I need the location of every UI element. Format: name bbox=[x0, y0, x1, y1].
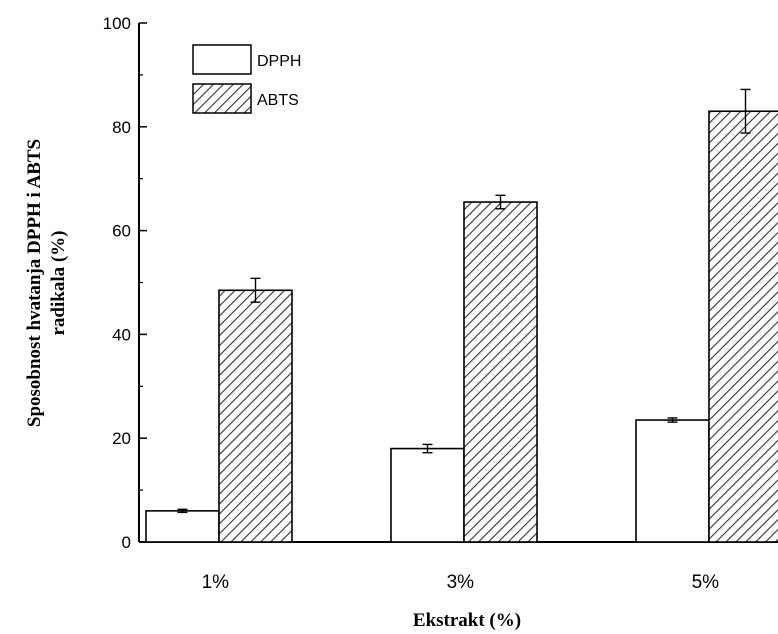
y-tick-label-20: 20 bbox=[112, 429, 131, 448]
y-tick-label-80: 80 bbox=[112, 118, 131, 137]
x-axis-title: Ekstrakt (%) bbox=[413, 610, 521, 631]
x-tick-label-3pct: 3% bbox=[447, 572, 475, 593]
y-axis-title-line2: radikala (%) bbox=[48, 230, 69, 335]
y-tick-label-0: 0 bbox=[122, 533, 131, 552]
legend-label-abts: ABTS bbox=[257, 92, 299, 109]
legend: DPPH ABTS bbox=[192, 44, 301, 114]
x-tick-label-1pct: 1% bbox=[202, 572, 230, 593]
plot-area: 0 20 40 60 80 100 1% 3% 5% bbox=[103, 14, 778, 593]
y-tick-label-60: 60 bbox=[112, 222, 131, 241]
y-tick-label-100: 100 bbox=[103, 14, 131, 33]
bar-dpph-3pct bbox=[390, 447, 465, 543]
bar-abts-1pct bbox=[218, 289, 293, 543]
y-axis-title-line1: Sposobnost hvatanja DPPH i ABTS bbox=[24, 139, 45, 427]
legend-swatch-abts bbox=[192, 83, 252, 114]
bar-abts-5pct bbox=[708, 110, 778, 543]
y-tick-label-40: 40 bbox=[112, 325, 131, 344]
legend-label-dpph: DPPH bbox=[257, 53, 301, 70]
bar-dpph-5pct bbox=[635, 419, 710, 543]
bar-abts-3pct bbox=[463, 201, 538, 543]
x-tick-label-5pct: 5% bbox=[692, 572, 720, 593]
bar-dpph-1pct bbox=[145, 510, 220, 543]
legend-swatch-dpph bbox=[192, 44, 252, 75]
